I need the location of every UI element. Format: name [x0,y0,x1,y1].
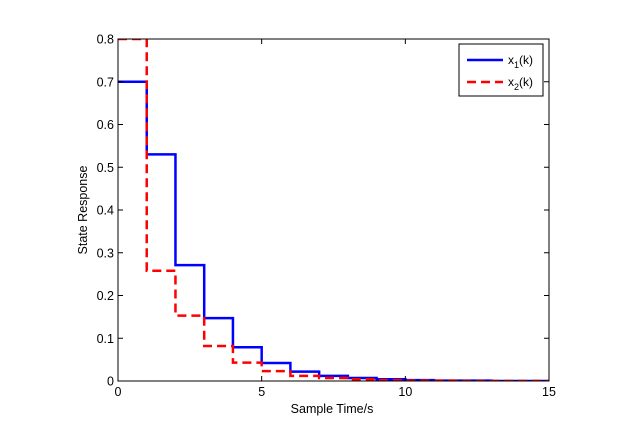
y-tick-label: 0 [107,375,114,389]
x-tick-label: 10 [398,385,412,399]
x-tick-label: 15 [542,385,556,399]
y-tick-label: 0.1 [97,332,114,346]
series-line-1 [118,80,549,381]
tick-labels: 0 5 10 15 0 0.1 0.2 0.3 0.4 0.5 0.6 0.7 0.8 [97,33,556,400]
y-tick-label: 0.7 [97,75,114,89]
y-tick-label: 0.4 [97,204,114,218]
y-axis-label: State Response [76,165,90,254]
legend-box [458,43,544,97]
y-tick-label: 0.3 [97,246,114,260]
x-axis-label: Sample Time/s [291,402,374,416]
y-tick-label: 0.5 [97,161,114,175]
y-tick-label: 0.8 [97,33,114,47]
legend-label-1: x1(k) [508,53,533,70]
axes [117,38,550,382]
y-tick-label: 0.2 [97,289,114,303]
x-tick-label: 5 [258,385,265,399]
y-tick-label: 0.6 [97,118,114,132]
x-tick-label: 0 [115,385,122,399]
legend-label-2: x2(k) [508,75,533,92]
legend: x1(k) x2(k) [458,43,544,97]
